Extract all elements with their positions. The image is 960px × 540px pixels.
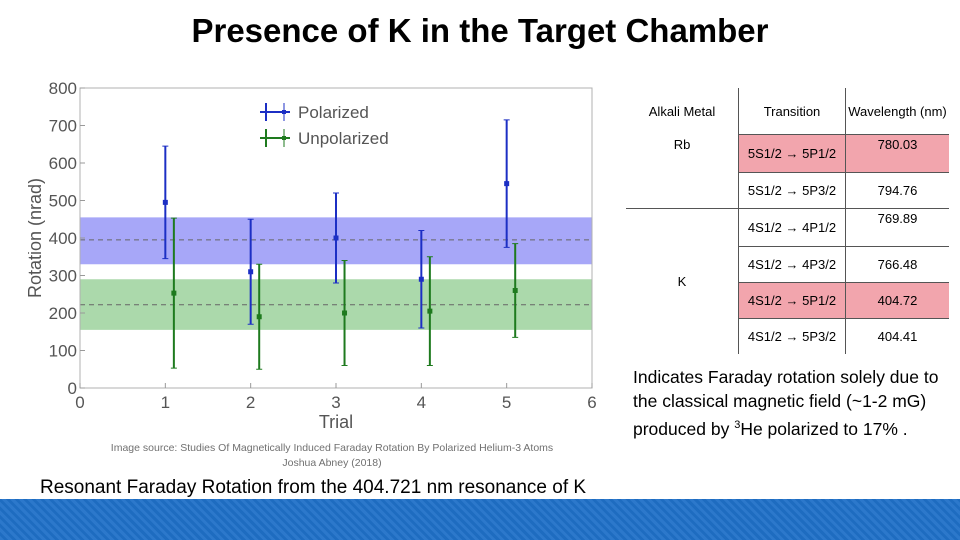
y-axis-label: Rotation (nrad) — [28, 178, 45, 298]
transition-cell: 4S1/2 → 4P3/2 — [738, 246, 846, 283]
wavelength-cell: 404.72 — [845, 282, 949, 319]
y-tick-label: 500 — [49, 192, 77, 211]
y-tick-label: 700 — [49, 117, 77, 136]
transitions-table: Alkali Metal Transition Wavelength (nm) … — [626, 88, 949, 354]
x-tick-label: 5 — [502, 393, 511, 412]
image-source-line: Image source: Studies Of Magnetically In… — [110, 442, 554, 454]
wavelength-cell: 766.48 — [845, 246, 949, 283]
transition-cell: 4S1/2 → 5P3/2 — [738, 318, 846, 354]
table-row: Rb 5S1/2 → 5P1/2 780.03 — [626, 134, 949, 173]
faraday-note: Indicates Faraday rotation solely due to… — [633, 365, 953, 441]
note-text-2: He polarized to 17% . — [740, 418, 908, 439]
table-row: 4S1/2 → 5P3/2 404.41 — [626, 318, 949, 354]
image-source-author: Joshua Abney (2018) — [282, 457, 382, 469]
y-tick-label: 200 — [49, 304, 77, 323]
table-row: K 4S1/2 → 4P1/2 769.89 — [626, 208, 949, 354]
slide-title: Presence of K in the Target Chamber — [191, 12, 769, 49]
transition-label: 5S1/2 → 5P1/2 — [747, 146, 837, 161]
x-axis-label: Trial — [319, 412, 353, 432]
table-row: 4S1/2 → 4P3/2 766.48 — [626, 246, 949, 283]
x-tick-label: 1 — [161, 393, 170, 412]
transition-label: 5S1/2 → 5P3/2 — [747, 183, 837, 198]
data-point — [256, 314, 262, 320]
metal-cell-rb: Rb — [626, 135, 739, 209]
legend-label: Polarized — [298, 103, 369, 122]
note-text-1: Indicates Faraday rotation solely due to… — [633, 367, 939, 439]
legend-marker — [282, 136, 286, 140]
data-point — [333, 235, 339, 241]
x-tick-label: 6 — [587, 393, 596, 412]
legend-label: Unpolarized — [298, 129, 389, 148]
metal-cell-k: K — [626, 208, 739, 354]
image-source-caption: Image source: Studies Of Magnetically In… — [82, 441, 582, 471]
legend-marker — [282, 110, 286, 114]
wavelength-cell: 794.76 — [845, 172, 949, 209]
transition-cell: 4S1/2 → 5P1/2 — [738, 282, 846, 319]
wavelength-cell: 404.41 — [845, 318, 949, 354]
transition-label: 4S1/2 → 4P1/2 — [747, 220, 837, 235]
note-superscript: 3 — [734, 419, 741, 431]
data-point — [427, 308, 433, 314]
footer-pattern — [0, 499, 960, 540]
transition-label: 4S1/2 → 5P1/2 — [747, 293, 837, 308]
y-tick-label: 400 — [49, 229, 77, 248]
data-point — [162, 199, 168, 205]
data-point — [512, 288, 518, 293]
data-point — [248, 269, 254, 275]
table-header-row: Alkali Metal Transition Wavelength (nm) — [626, 88, 949, 135]
table-row: 5S1/2 → 5P3/2 794.76 — [626, 172, 949, 209]
rotation-chart: 0 1 2 3 4 5 6 0 100 200 300 400 500 600 700 800 Trial Rot… — [28, 79, 597, 432]
y-tick-label: 300 — [49, 267, 77, 286]
header-wavelength: Wavelength (nm) — [845, 88, 949, 135]
wavelength-cell: 780.03 — [845, 134, 949, 173]
data-point — [171, 290, 177, 296]
x-tick-label: 2 — [246, 393, 255, 412]
data-point — [418, 276, 424, 282]
header-transition: Transition — [738, 88, 846, 135]
y-tick-label: 600 — [49, 154, 77, 173]
transition-cell: 4S1/2 → 4P1/2 — [738, 208, 846, 247]
metal-label: K — [677, 274, 687, 289]
transition-cell: 5S1/2 → 5P1/2 — [738, 134, 846, 173]
y-tick-label: 100 — [49, 342, 77, 361]
transition-cell: 5S1/2 → 5P3/2 — [738, 172, 846, 209]
table-row: 4S1/2 → 5P1/2 404.72 — [626, 282, 949, 319]
chart-caption: Resonant Faraday Rotation from the 404.7… — [40, 477, 587, 498]
x-tick-label: 0 — [75, 393, 84, 412]
transition-label: 4S1/2 → 5P3/2 — [747, 329, 837, 344]
wavelength-cell: 769.89 — [845, 208, 949, 247]
transition-label: 4S1/2 → 4P3/2 — [747, 257, 837, 272]
x-tick-label: 3 — [331, 393, 340, 412]
data-point — [342, 310, 348, 316]
x-tick-label: 4 — [417, 393, 426, 412]
footer-bar — [0, 499, 960, 540]
data-point — [504, 181, 510, 187]
y-tick-label: 800 — [49, 79, 77, 98]
y-tick-label: 0 — [68, 379, 77, 398]
metal-label: Rb — [673, 136, 691, 152]
header-alkali-metal: Alkali Metal — [648, 103, 716, 119]
